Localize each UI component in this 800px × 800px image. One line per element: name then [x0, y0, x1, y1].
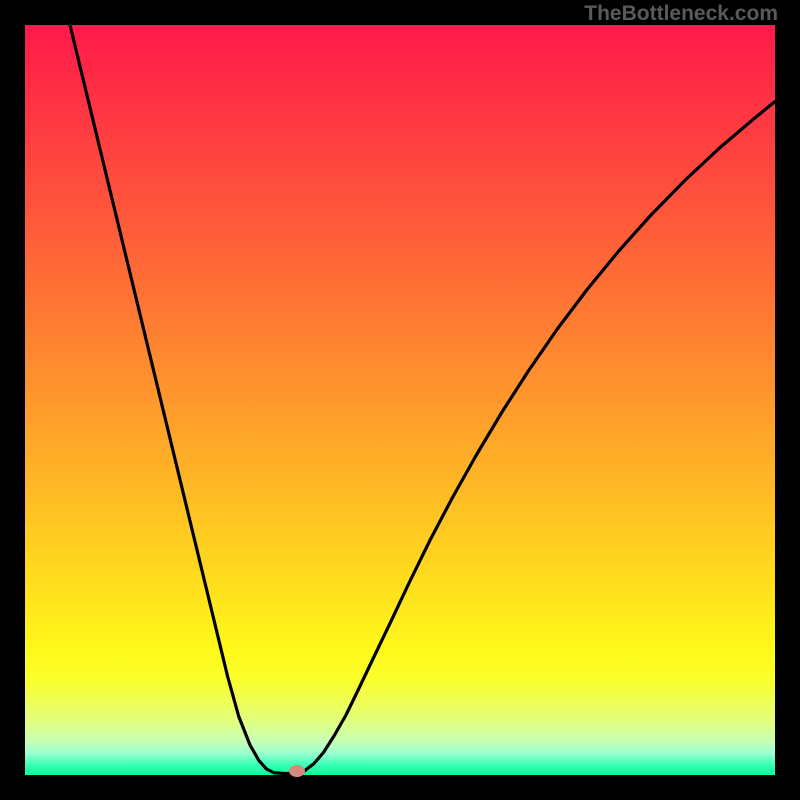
bottleneck-curve: [25, 25, 775, 775]
optimum-marker: [289, 765, 305, 777]
watermark-text: TheBottleneck.com: [584, 2, 778, 26]
plot-area: [25, 25, 775, 775]
